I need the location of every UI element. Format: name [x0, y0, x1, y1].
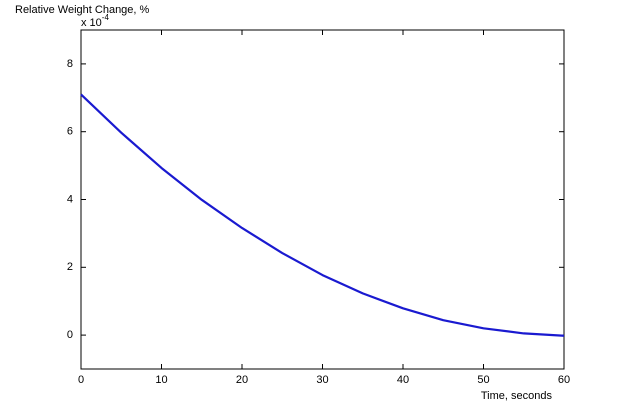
plot-area — [80, 29, 565, 370]
x-tick-label: 60 — [558, 374, 570, 386]
x-axis-label: Time, seconds — [481, 390, 553, 402]
x-tick-label: 10 — [155, 374, 167, 386]
x-tick-label: 30 — [316, 374, 328, 386]
x-tick-label: 20 — [236, 374, 248, 386]
y-tick-label: 0 — [67, 329, 73, 341]
x-tick-label: 40 — [397, 374, 409, 386]
y-tick-label: 2 — [67, 261, 73, 273]
y-tick-label: 8 — [67, 58, 73, 70]
y-multiplier-base: x 10 — [81, 17, 102, 29]
y-multiplier: x 10-4 — [81, 13, 109, 29]
data-line — [80, 93, 565, 337]
y-axis-label: Relative Weight Change, % — [15, 4, 150, 16]
y-multiplier-exponent: -4 — [102, 13, 110, 22]
x-tick-label: 50 — [477, 374, 489, 386]
y-tick-label: 4 — [67, 193, 73, 205]
y-tick-label: 6 — [67, 126, 73, 138]
x-tick-label: 0 — [78, 374, 84, 386]
